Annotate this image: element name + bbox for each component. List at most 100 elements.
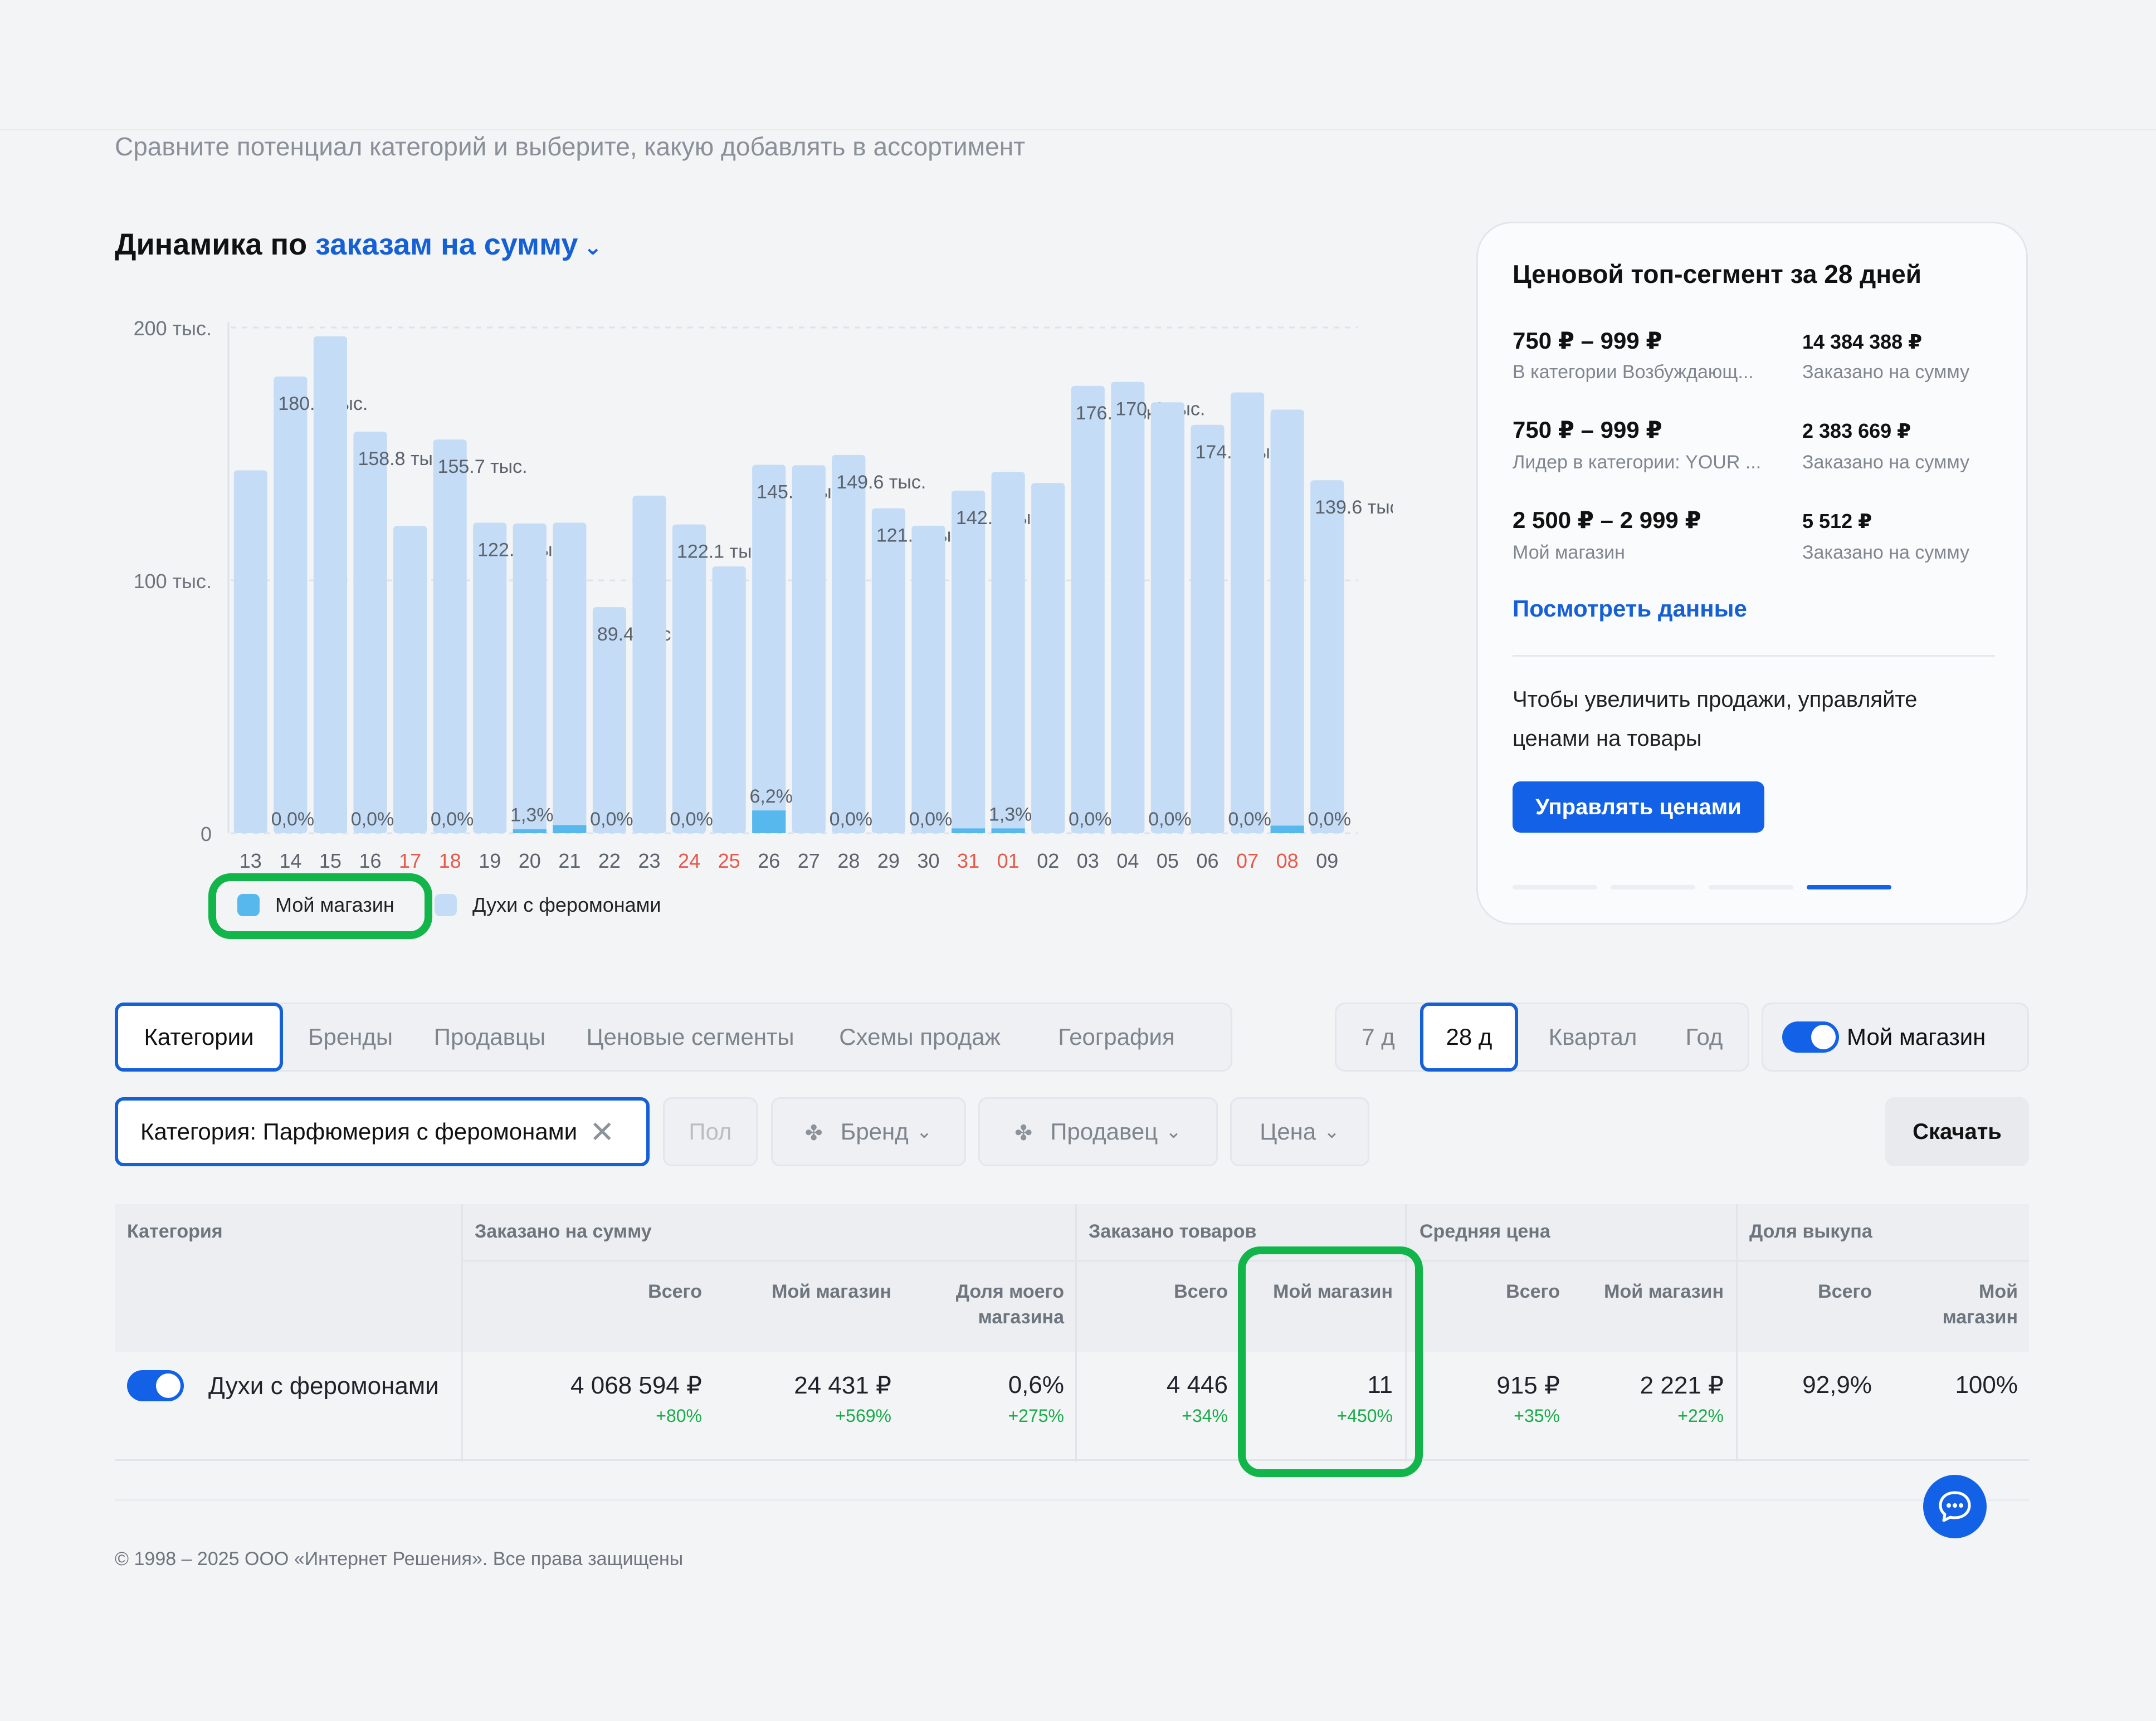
price-filter-label: Цена	[1260, 1118, 1316, 1145]
share-label: 1,3%	[989, 804, 1032, 825]
sub-sum-my[interactable]: Мой магазин	[772, 1281, 891, 1302]
chevron-down-icon: ⌄	[1165, 1121, 1182, 1142]
chevron-down-icon: ⌄	[916, 1121, 933, 1142]
tab-price-segments[interactable]: Ценовые сегменты	[586, 1024, 794, 1050]
x-tick-label: 14	[279, 849, 301, 872]
tab-period-quarter[interactable]: Квартал	[1548, 1024, 1637, 1050]
price-filter[interactable]: Цена ⌄	[1230, 1097, 1369, 1166]
sub-sum-total[interactable]: Всего	[648, 1281, 702, 1302]
bar-category	[1150, 402, 1184, 833]
x-tick-label: 28	[837, 849, 860, 872]
sub-avg-total[interactable]: Всего	[1506, 1281, 1560, 1302]
footer-copyright: © 1998 – 2025 ООО «Интернет Решения». Вс…	[115, 1548, 684, 1570]
page-subtitle: Сравните потенциал категорий и выберите,…	[115, 132, 1026, 161]
seller-icon: ✤	[1014, 1122, 1033, 1145]
tab-period-28d[interactable]: 28 д	[1420, 1003, 1518, 1072]
tab-brands[interactable]: Бренды	[308, 1024, 393, 1050]
share-label: 0,0%	[431, 809, 474, 830]
gender-filter[interactable]: Пол	[663, 1097, 758, 1166]
row-toggle[interactable]	[127, 1370, 184, 1401]
tab-sellers[interactable]: Продавцы	[433, 1024, 546, 1050]
seller-filter-label: Продавец	[1050, 1118, 1158, 1145]
x-tick-label: 09	[1316, 849, 1338, 872]
x-tick-label: 01	[997, 849, 1020, 872]
segment-sub: Мой магазин	[1513, 542, 1625, 563]
bar-category	[952, 490, 986, 833]
tab-categories[interactable]: Категории	[115, 1003, 283, 1072]
col-category-header[interactable]: Категория	[127, 1221, 223, 1242]
tab-period-year[interactable]: Год	[1685, 1024, 1723, 1050]
cell-buyout-total: 92,9%	[1802, 1371, 1872, 1399]
data-label: 139.6 тыс.	[1315, 497, 1393, 518]
section-tabs: Категории Бренды Продавцы Ценовые сегмен…	[115, 1003, 1232, 1072]
legend-category[interactable]: Духи с феромонами	[435, 886, 661, 925]
x-tick-label: 25	[718, 849, 740, 872]
share-label: 0,0%	[1308, 809, 1351, 830]
chart-title: Динамика по заказам на сумму ⌄	[115, 227, 602, 262]
carousel-dot-active[interactable]	[1807, 885, 1891, 889]
sub-share-my-line1: Доля моего	[955, 1281, 1064, 1302]
bar-category	[871, 508, 905, 833]
category-filter-chip[interactable]: Категория: Парфюмерия с феромонами ✕	[115, 1097, 650, 1166]
legend-label-my-store: Мой магазин	[275, 893, 394, 916]
x-tick-label: 27	[798, 849, 820, 872]
cell-sum-my: 24 431 ₽	[794, 1372, 891, 1399]
tab-sales-schemes[interactable]: Схемы продаж	[839, 1024, 1001, 1050]
y-tick-label: 100 тыс.	[134, 570, 212, 593]
sub-buyout-my-line2: магазин	[1942, 1307, 2018, 1328]
cell-share-my: 0,6%	[1008, 1371, 1064, 1399]
cell-items-total: 4 446	[1166, 1371, 1228, 1399]
cell-items-my-delta: +450%	[1336, 1406, 1393, 1426]
share-label: 0,0%	[271, 809, 315, 830]
brand-filter[interactable]: ✤ Бренд ⌄	[771, 1097, 966, 1166]
segment-value-sub: Заказано на сумму	[1802, 361, 1970, 383]
sub-buyout-total[interactable]: Всего	[1818, 1281, 1872, 1302]
x-tick-label: 20	[519, 849, 541, 872]
legend-swatch-category	[435, 894, 457, 916]
share-label: 0,0%	[1148, 809, 1192, 830]
legend-my-store[interactable]: Мой магазин	[237, 886, 394, 925]
manage-prices-button[interactable]: Управлять ценами	[1513, 781, 1764, 833]
carousel-dot[interactable]	[1709, 885, 1793, 889]
sub-buyout-my[interactable]: Мой магазин	[1851, 1279, 2018, 1330]
support-chat-button[interactable]	[1923, 1475, 1987, 1538]
x-tick-label: 26	[758, 849, 780, 872]
segment-value: 14 384 388 ₽	[1802, 330, 1923, 353]
x-tick-label: 03	[1077, 849, 1099, 872]
sub-avg-my[interactable]: Мой магазин	[1604, 1281, 1724, 1302]
chat-icon	[1939, 1491, 1971, 1522]
cell-items-total-delta: +34%	[1182, 1406, 1228, 1426]
bar-category	[1071, 385, 1105, 833]
chevron-down-icon: ⌄	[1324, 1121, 1340, 1142]
sub-share-my[interactable]: Доля моего магазина	[897, 1279, 1064, 1330]
bar-category	[672, 524, 706, 833]
sub-items-my[interactable]: Мой магазин	[1273, 1281, 1393, 1302]
carousel-dot[interactable]	[1513, 885, 1597, 889]
tab-period-7d[interactable]: 7 д	[1362, 1024, 1395, 1050]
x-tick-label: 08	[1276, 849, 1299, 872]
tab-geography[interactable]: География	[1058, 1024, 1175, 1050]
metric-selector[interactable]: заказам на сумму ⌄	[315, 228, 602, 261]
carousel-dot[interactable]	[1611, 885, 1695, 889]
seller-filter[interactable]: ✤ Продавец ⌄	[978, 1097, 1218, 1166]
row-category-name: Духи с феромонами	[208, 1372, 439, 1400]
brand-filter-label: Бренд	[840, 1118, 909, 1145]
x-tick-label: 15	[319, 849, 342, 872]
view-data-link[interactable]: Посмотреть данные	[1513, 595, 1747, 622]
group-buyout-header: Доля выкупа	[1749, 1221, 1872, 1242]
y-tick-label: 0	[201, 823, 212, 845]
close-icon[interactable]: ✕	[589, 1115, 615, 1149]
metric-selector-label: заказам на сумму	[315, 228, 578, 261]
data-label: 155.7 тыс.	[438, 456, 528, 477]
price-card-title: Ценовой топ-сегмент за 28 дней	[1513, 260, 1922, 289]
sub-items-total[interactable]: Всего	[1174, 1281, 1228, 1302]
bar-category	[991, 472, 1025, 833]
bar-category	[553, 522, 587, 833]
bar-my-store	[952, 828, 986, 833]
download-button[interactable]: Скачать	[1885, 1097, 2029, 1166]
sub-share-my-line2: магазина	[978, 1307, 1064, 1328]
group-avg-price-header: Средняя цена	[1420, 1221, 1550, 1242]
data-label: 158.8 тыс.	[358, 448, 447, 470]
my-store-toggle[interactable]	[1782, 1021, 1839, 1053]
brand-icon: ✤	[804, 1122, 823, 1145]
